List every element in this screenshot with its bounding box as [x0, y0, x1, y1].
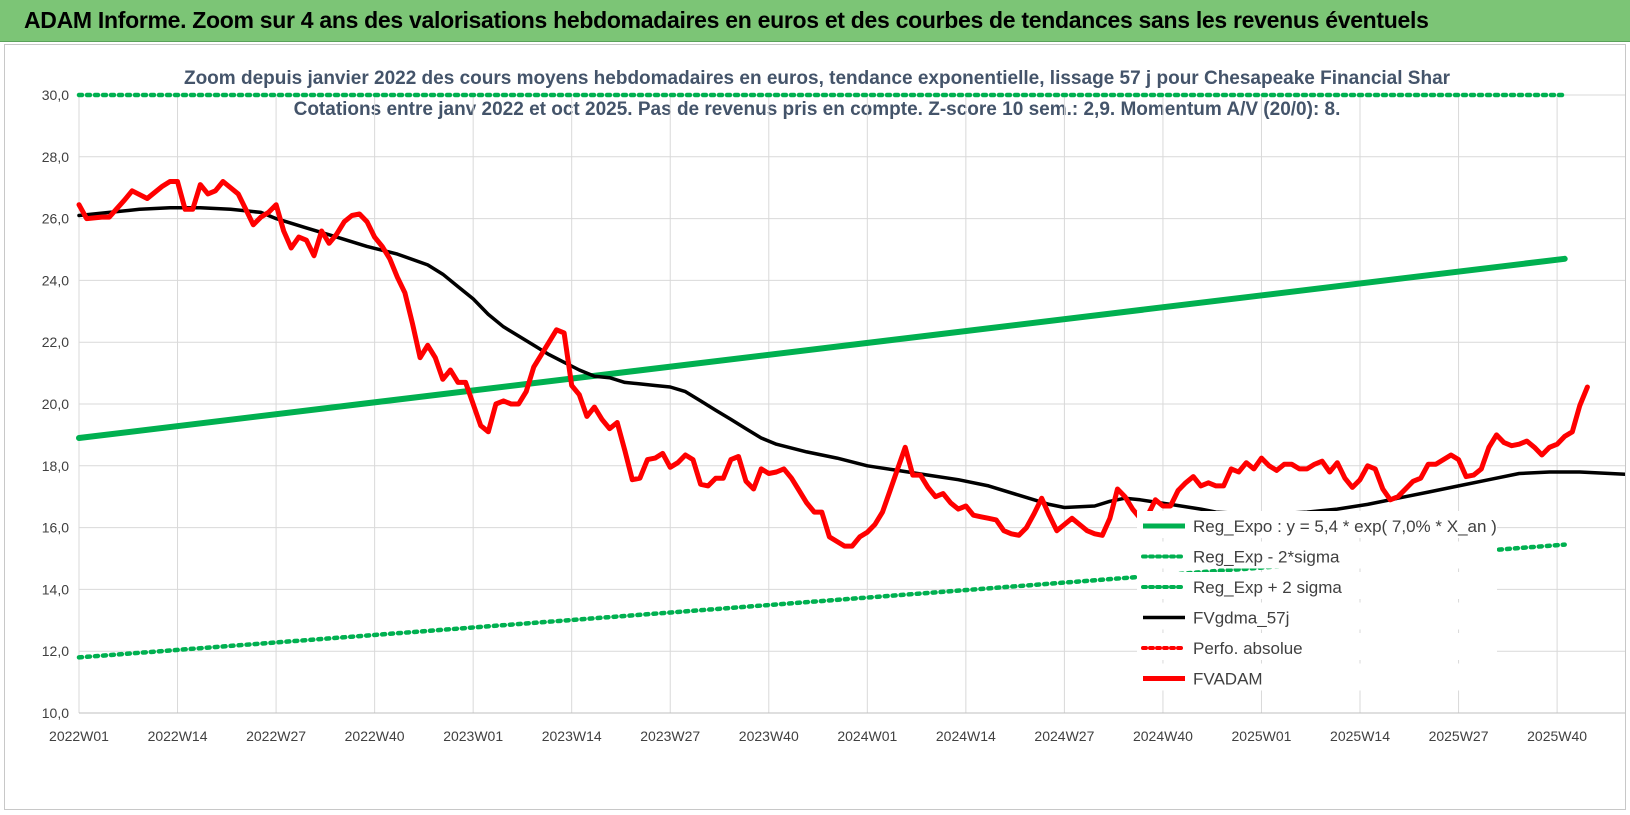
x-tick-label: 2024W40: [1133, 728, 1193, 744]
chart-title-line1: Zoom depuis janvier 2022 des cours moyen…: [184, 68, 1451, 89]
series-line-fvgdma-57j: [77, 206, 1625, 516]
x-tick-label: 2024W01: [837, 728, 897, 744]
chart-frame: Zoom depuis janvier 2022 des cours moyen…: [4, 44, 1626, 810]
line-chart: Zoom depuis janvier 2022 des cours moyen…: [42, 68, 1625, 744]
x-tick-label: 2022W14: [148, 728, 208, 744]
series-line-fvadam: [76, 179, 1590, 549]
y-tick-label: 16,0: [42, 520, 69, 536]
legend-label: Reg_Exp - 2*sigma: [1193, 548, 1340, 567]
x-tick-label: 2024W27: [1034, 728, 1094, 744]
legend-label: Perfo. absolue: [1193, 639, 1303, 658]
chart-title-line2: Cotations entre janv 2022 et oct 2025. P…: [294, 99, 1341, 120]
x-tick-label: 2025W40: [1527, 728, 1587, 744]
y-tick-label: 26,0: [42, 211, 69, 227]
legend-label: FVADAM: [1193, 670, 1263, 689]
series-line-reg-expo: [76, 255, 1568, 441]
y-tick-label: 12,0: [42, 643, 69, 659]
legend-label: Reg_Expo : y = 5,4 * exp( 7,0% * X_an ): [1193, 517, 1497, 536]
y-tick-label: 14,0: [42, 581, 69, 597]
legend-label: Reg_Exp + 2 sigma: [1193, 578, 1342, 597]
x-tick-label: 2024W14: [936, 728, 996, 744]
x-tick-label: 2023W27: [640, 728, 700, 744]
legend-label: FVgdma_57j: [1193, 609, 1289, 628]
x-tick-label: 2025W01: [1232, 728, 1292, 744]
y-tick-label: 18,0: [42, 458, 69, 474]
y-tick-label: 24,0: [42, 272, 69, 288]
x-tick-label: 2023W01: [443, 728, 503, 744]
x-tick-label: 2022W01: [49, 728, 109, 744]
legend-backing: [1137, 663, 1497, 691]
legend-backing: [1137, 602, 1497, 630]
x-tick-label: 2025W14: [1330, 728, 1390, 744]
legend-backing: [1137, 511, 1497, 538]
legend-backing: [1137, 633, 1497, 660]
legend-backing: [1137, 541, 1497, 569]
y-tick-label: 10,0: [42, 705, 69, 721]
y-tick-label: 22,0: [42, 334, 69, 350]
y-tick-label: 30,0: [42, 87, 69, 103]
y-tick-label: 28,0: [42, 149, 69, 165]
y-tick-label: 20,0: [42, 396, 69, 412]
x-tick-label: 2022W27: [246, 728, 306, 744]
header-bar: ADAM Informe. Zoom sur 4 ans des valoris…: [0, 0, 1630, 42]
x-tick-label: 2023W14: [542, 728, 602, 744]
x-tick-label: 2022W40: [345, 728, 405, 744]
page-title: ADAM Informe. Zoom sur 4 ans des valoris…: [24, 7, 1429, 33]
x-tick-label: 2025W27: [1429, 728, 1489, 744]
x-tick-label: 2023W40: [739, 728, 799, 744]
legend-backing: [1137, 572, 1497, 599]
